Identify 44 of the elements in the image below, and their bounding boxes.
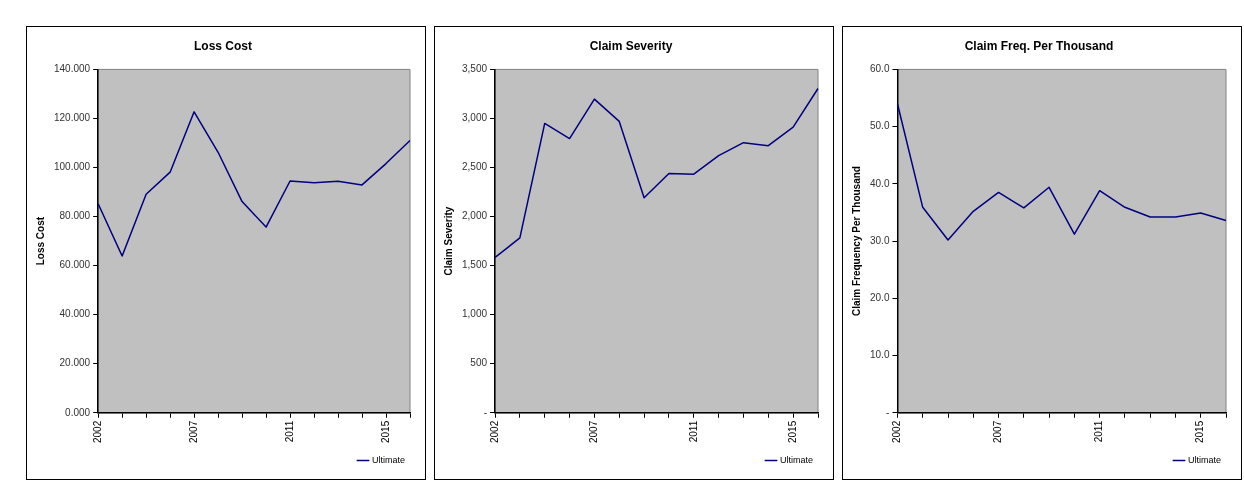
y-tick-label: 60.000 bbox=[59, 259, 91, 271]
y-tick-label: 1,000 bbox=[461, 308, 488, 320]
chart-title: Claim Freq. Per Thousand bbox=[964, 38, 1114, 53]
y-tick-label: 2,000 bbox=[461, 210, 488, 222]
y-tick-label: - bbox=[886, 406, 890, 418]
x-tick-label: 2007 bbox=[187, 420, 199, 443]
x-tick-label: 2015 bbox=[379, 420, 391, 443]
legend-label: Ultimate bbox=[371, 454, 406, 465]
x-tick-label: 2011 bbox=[687, 420, 699, 443]
y-tick-label: 0.000 bbox=[65, 406, 91, 418]
chart-title: Loss Cost bbox=[193, 38, 253, 53]
y-tick-label: 3,000 bbox=[461, 112, 488, 124]
y-tick-label: 2,500 bbox=[461, 161, 488, 173]
y-tick-label: 30.0 bbox=[869, 234, 890, 246]
y-tick-label: 140.000 bbox=[53, 63, 91, 75]
x-tick-label: 2002 bbox=[91, 420, 103, 443]
y-tick-label: 80.000 bbox=[59, 210, 91, 222]
y-tick-label: 60.0 bbox=[869, 63, 890, 75]
legend-label: Ultimate bbox=[779, 454, 814, 465]
x-tick-label: 2002 bbox=[891, 420, 903, 443]
y-tick-label: 40.0 bbox=[869, 177, 890, 189]
y-tick-label: 500 bbox=[470, 357, 488, 369]
y-tick-label: 120.000 bbox=[53, 112, 91, 124]
y-tick-label: 1,500 bbox=[461, 259, 488, 271]
x-tick-label: 2011 bbox=[283, 420, 295, 443]
y-tick-label: 3,500 bbox=[461, 63, 488, 75]
y-tick-label: - bbox=[483, 406, 488, 418]
x-tick-label: 2011 bbox=[1093, 420, 1105, 443]
y-tick-label: 10.0 bbox=[869, 349, 890, 361]
x-tick-label: 2015 bbox=[786, 420, 798, 443]
x-tick-label: 2007 bbox=[588, 420, 600, 443]
x-tick-label: 2002 bbox=[488, 420, 500, 443]
legend-label: Ultimate bbox=[1187, 454, 1222, 465]
y-tick-label: 50.0 bbox=[869, 120, 890, 132]
y-tick-label: 100.000 bbox=[53, 161, 91, 173]
y-tick-label: 40.000 bbox=[59, 308, 91, 320]
y-axis-title: Loss Cost bbox=[34, 216, 46, 266]
y-axis-title: Claim Severity bbox=[442, 206, 454, 276]
chart-title: Claim Severity bbox=[589, 38, 673, 53]
x-tick-label: 2015 bbox=[1194, 420, 1206, 443]
y-tick-label: 20.0 bbox=[869, 292, 890, 304]
x-tick-label: 2007 bbox=[992, 420, 1004, 443]
y-tick-label: 20.000 bbox=[59, 357, 91, 369]
y-axis-title: Claim Frequency Per Thousand bbox=[850, 166, 862, 317]
